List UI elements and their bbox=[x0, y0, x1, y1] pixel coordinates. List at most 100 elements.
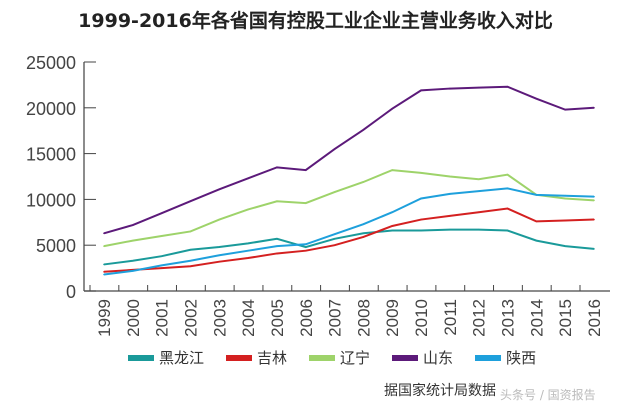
legend: 黑龙江 吉林 辽宁 山东 陕西 bbox=[128, 347, 536, 368]
data-point bbox=[304, 243, 307, 246]
data-point bbox=[247, 208, 249, 211]
data-point bbox=[333, 237, 336, 240]
data-point bbox=[103, 270, 105, 273]
data-point bbox=[391, 229, 394, 232]
data-point bbox=[362, 236, 365, 238]
x-tick-label: 2009 bbox=[383, 299, 402, 337]
data-point bbox=[477, 228, 480, 231]
y-tick-label: 0 bbox=[66, 282, 76, 302]
data-point bbox=[477, 190, 480, 192]
data-point bbox=[276, 166, 278, 169]
data-point bbox=[160, 267, 163, 269]
legend-item: 辽宁 bbox=[309, 347, 370, 368]
data-point bbox=[189, 248, 192, 251]
x-tick-label: 2010 bbox=[412, 299, 431, 337]
data-point bbox=[132, 239, 134, 242]
data-point bbox=[506, 229, 509, 232]
data-point bbox=[132, 224, 134, 226]
data-point bbox=[132, 270, 134, 272]
watermark: 头条号 / 国资报告 bbox=[500, 388, 596, 402]
legend-label: 山东 bbox=[423, 349, 454, 367]
y-tick-label: 15000 bbox=[26, 145, 76, 165]
data-point bbox=[276, 252, 278, 255]
data-point bbox=[593, 195, 595, 198]
data-point bbox=[593, 199, 595, 202]
source-note: 据国家统计局数据 bbox=[384, 383, 496, 399]
data-point bbox=[218, 260, 221, 263]
data-point bbox=[362, 223, 365, 225]
data-point bbox=[189, 230, 192, 233]
x-tick-label: 2000 bbox=[124, 299, 143, 337]
data-point bbox=[506, 207, 509, 210]
x-tick-label: 2014 bbox=[527, 299, 546, 337]
x-tick-label: 2003 bbox=[210, 299, 229, 337]
data-point bbox=[506, 187, 509, 190]
legend-swatch bbox=[128, 354, 154, 361]
legend-swatch bbox=[226, 354, 253, 361]
data-point bbox=[218, 254, 221, 257]
legend-label: 辽宁 bbox=[340, 349, 371, 367]
data-point bbox=[564, 197, 566, 200]
data-point bbox=[535, 97, 538, 100]
legend-label: 黑龙江 bbox=[159, 349, 205, 367]
data-point bbox=[103, 232, 105, 235]
x-tick-label: 2007 bbox=[326, 299, 345, 337]
data-point bbox=[449, 215, 451, 217]
data-point bbox=[449, 87, 451, 90]
data-point bbox=[276, 200, 278, 203]
data-point bbox=[304, 249, 307, 252]
data-point bbox=[420, 218, 422, 221]
x-tick-label: 2006 bbox=[297, 299, 316, 337]
data-point bbox=[391, 211, 394, 214]
data-point bbox=[333, 191, 336, 193]
y-tick-label: 25000 bbox=[26, 53, 76, 73]
data-point bbox=[593, 218, 595, 221]
data-point bbox=[391, 169, 394, 171]
legend-label: 吉林 bbox=[257, 349, 288, 367]
legend-swatch bbox=[475, 354, 502, 361]
data-point bbox=[420, 172, 422, 174]
y-tick-label: 20000 bbox=[26, 99, 76, 119]
data-point bbox=[132, 259, 134, 262]
data-point bbox=[506, 173, 509, 176]
data-point bbox=[189, 200, 192, 203]
y-tick-label: 10000 bbox=[26, 190, 76, 210]
data-point bbox=[247, 249, 249, 252]
legend-item: 陕西 bbox=[475, 347, 536, 368]
data-point bbox=[506, 85, 509, 88]
data-point bbox=[535, 220, 538, 223]
data-point bbox=[333, 148, 336, 150]
x-tick-label: 2002 bbox=[181, 299, 200, 337]
data-point bbox=[564, 108, 566, 111]
data-point bbox=[477, 178, 480, 181]
data-point bbox=[276, 245, 278, 247]
data-point bbox=[535, 194, 538, 196]
data-point bbox=[160, 212, 163, 214]
legend-item: 山东 bbox=[392, 347, 453, 368]
data-point bbox=[449, 175, 451, 178]
legend-label: 陕西 bbox=[506, 349, 537, 367]
data-point bbox=[333, 244, 336, 246]
x-tick-label: 2001 bbox=[153, 299, 172, 337]
data-point bbox=[218, 246, 221, 248]
data-point bbox=[333, 233, 336, 236]
data-point bbox=[160, 235, 163, 237]
series-line-5 bbox=[103, 187, 595, 276]
data-point bbox=[449, 228, 451, 231]
y-tick-label: 5000 bbox=[36, 236, 76, 256]
data-point bbox=[362, 181, 365, 183]
data-point bbox=[593, 107, 595, 109]
x-tick-label: 2012 bbox=[470, 299, 489, 337]
data-point bbox=[304, 169, 307, 171]
data-point bbox=[362, 128, 365, 131]
data-point bbox=[420, 89, 422, 92]
data-point bbox=[535, 239, 538, 242]
x-tick-label: 1999 bbox=[95, 299, 114, 337]
x-tick-label: 2011 bbox=[441, 299, 460, 336]
data-point bbox=[276, 237, 278, 240]
series-line-3 bbox=[103, 169, 595, 248]
legend-item: 吉林 bbox=[226, 347, 287, 368]
data-point bbox=[449, 193, 451, 195]
data-point bbox=[247, 177, 249, 180]
